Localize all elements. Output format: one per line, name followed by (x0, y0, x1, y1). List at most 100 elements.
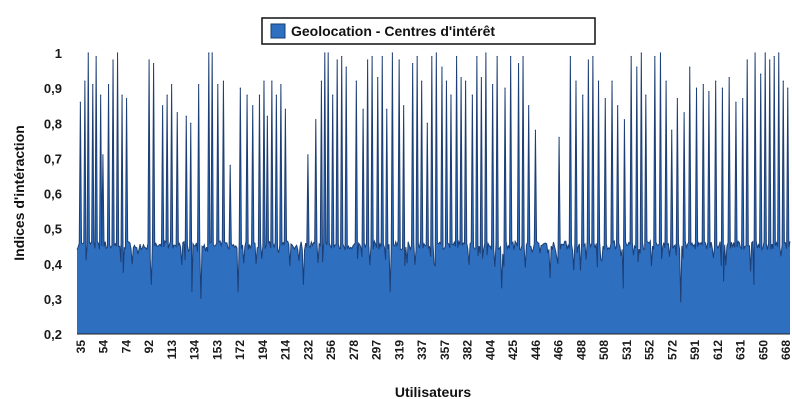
x-tick-label: 297 (370, 340, 384, 360)
data-point (528, 105, 530, 107)
data-point (485, 52, 487, 54)
data-point (386, 108, 388, 110)
x-tick-label: 35 (74, 340, 88, 354)
x-tick-label: 425 (506, 340, 520, 360)
y-axis-title: Indices d'intéraction (11, 125, 27, 261)
data-point (480, 76, 482, 79)
data-point (208, 52, 210, 54)
y-tick-label: 0,5 (44, 222, 62, 237)
data-point (324, 52, 326, 54)
data-point (148, 59, 150, 61)
data-point (116, 52, 119, 54)
x-tick-label: 488 (574, 340, 588, 360)
data-point (398, 59, 400, 61)
x-tick-label: 631 (734, 340, 748, 360)
data-point (522, 55, 524, 58)
data-point (95, 55, 97, 58)
data-point (597, 80, 600, 82)
data-point (320, 80, 323, 82)
data-point (87, 52, 89, 54)
x-tick-label: 404 (483, 340, 497, 360)
data-point (211, 52, 213, 54)
data-point (416, 55, 418, 58)
legend: Geolocation - Centres d'intérêt (261, 17, 596, 45)
data-point (465, 80, 467, 82)
x-tick-label: 214 (279, 340, 293, 360)
data-point (327, 52, 329, 54)
data-point (307, 154, 309, 156)
data-point (636, 66, 638, 68)
data-point (412, 62, 414, 65)
x-tick-label: 650 (756, 340, 770, 360)
data-point (79, 101, 81, 103)
y-tick-label: 0,7 (44, 151, 62, 166)
x-tick-label: 74 (119, 340, 133, 354)
data-point (702, 84, 704, 86)
data-point (162, 105, 164, 107)
data-point (246, 94, 248, 96)
data-point (403, 105, 405, 107)
x-tick-label: 572 (665, 340, 679, 360)
data-point (746, 59, 748, 61)
data-point (715, 80, 717, 82)
series-line (76, 52, 791, 303)
data-point (611, 80, 613, 82)
data-point (367, 59, 369, 61)
data-point (92, 84, 94, 86)
data-point (107, 84, 110, 86)
x-tick-label: 382 (461, 340, 475, 360)
data-point (441, 66, 443, 68)
x-tick-label: 668 (779, 340, 792, 360)
data-point (198, 84, 200, 86)
data-point (754, 52, 756, 54)
data-point (275, 94, 277, 96)
data-point (676, 98, 678, 100)
data-point (421, 80, 423, 82)
y-tick-label: 0,9 (44, 81, 62, 96)
x-tick-label: 278 (347, 340, 361, 360)
x-tick-label: 134 (188, 340, 202, 360)
data-point (445, 80, 448, 82)
data-point (229, 164, 231, 166)
x-tick-label: 357 (438, 340, 452, 360)
data-point (659, 52, 662, 54)
data-point (100, 94, 102, 96)
data-point (787, 87, 789, 89)
data-point (782, 80, 784, 82)
data-point (332, 94, 334, 96)
y-tick-label: 0,6 (44, 187, 62, 202)
data-point (336, 59, 338, 61)
data-point (683, 112, 685, 114)
legend-box (261, 17, 596, 45)
y-tick-label: 0,3 (44, 292, 62, 307)
data-point (102, 154, 104, 156)
data-point (263, 80, 265, 82)
data-point (431, 55, 433, 58)
x-tick-label: 552 (643, 340, 657, 360)
x-tick-label: 113 (165, 340, 179, 360)
data-point (760, 73, 762, 75)
data-point (708, 91, 710, 93)
data-point (460, 76, 462, 79)
data-point (558, 136, 560, 138)
data-point (778, 52, 780, 54)
data-point (455, 55, 458, 58)
y-tick-label: 0,8 (44, 116, 62, 131)
data-point (471, 94, 473, 96)
data-point (504, 87, 506, 89)
data-point (125, 98, 128, 100)
data-point (604, 98, 606, 100)
data-point (721, 87, 724, 89)
x-tick-label: 92 (142, 340, 156, 354)
data-point (171, 84, 173, 86)
data-point (121, 94, 123, 96)
data-point (252, 105, 254, 107)
data-point (476, 55, 478, 58)
data-point (773, 55, 775, 58)
x-tick-label: 337 (415, 340, 429, 360)
data-point (735, 101, 737, 103)
x-tick-label: 591 (688, 340, 702, 360)
y-tick-label: 0,4 (44, 257, 63, 272)
data-point (492, 84, 494, 86)
